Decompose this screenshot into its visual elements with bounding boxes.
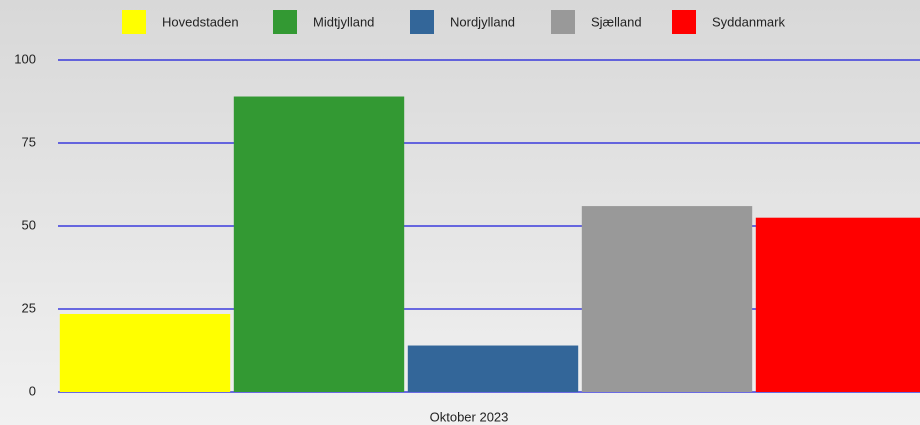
bar xyxy=(59,313,231,392)
legend-swatch xyxy=(122,10,146,34)
y-tick-label: 75 xyxy=(22,134,36,149)
legend-swatch xyxy=(672,10,696,34)
bar xyxy=(581,206,753,392)
legend-label: Hovedstaden xyxy=(162,14,239,29)
bar xyxy=(233,96,405,393)
y-tick-label: 25 xyxy=(22,300,36,315)
bar xyxy=(407,345,579,392)
legend-swatch xyxy=(273,10,297,34)
y-tick-label: 50 xyxy=(22,217,36,232)
y-tick-label: 0 xyxy=(29,383,36,398)
legend-label: Midtjylland xyxy=(313,14,374,29)
legend-label: Nordjylland xyxy=(450,14,515,29)
x-tick-label: Oktober 2023 xyxy=(430,409,509,424)
legend-label: Sjælland xyxy=(591,14,642,29)
legend-label: Syddanmark xyxy=(712,14,785,29)
legend-swatch xyxy=(410,10,434,34)
bar xyxy=(755,217,920,392)
legend-swatch xyxy=(551,10,575,34)
y-tick-label: 100 xyxy=(14,51,36,66)
